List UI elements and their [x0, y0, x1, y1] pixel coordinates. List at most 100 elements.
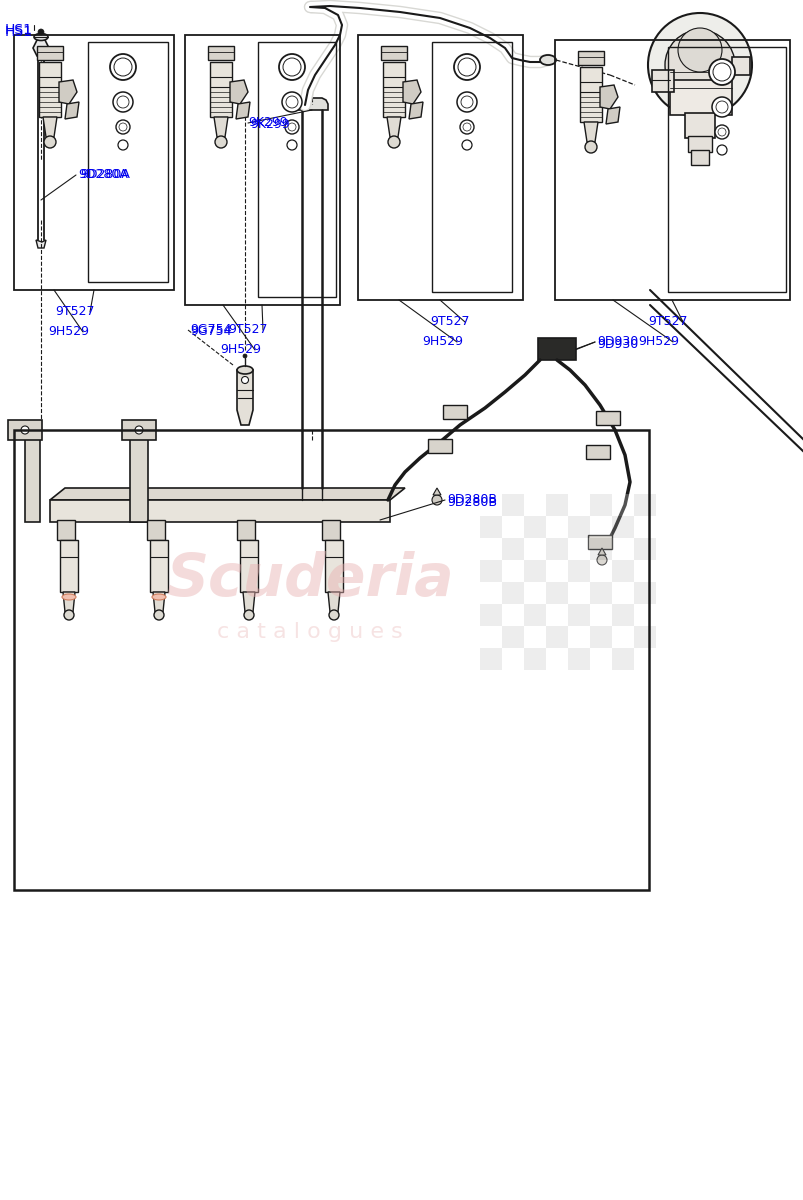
Circle shape [21, 426, 29, 434]
Bar [545, 516, 567, 538]
Circle shape [154, 610, 164, 620]
Bar [479, 582, 501, 604]
Polygon shape [599, 85, 618, 109]
Polygon shape [25, 434, 40, 522]
Text: 9D930: 9D930 [597, 338, 638, 352]
Text: 9T527: 9T527 [55, 306, 95, 318]
Bar [501, 648, 524, 670]
Polygon shape [381, 46, 406, 60]
Polygon shape [328, 592, 340, 612]
Circle shape [286, 96, 298, 108]
Circle shape [460, 96, 472, 108]
Bar [567, 494, 589, 516]
Polygon shape [433, 488, 441, 494]
Text: 9K299: 9K299 [247, 116, 287, 130]
Bar [567, 560, 589, 582]
Bar [611, 538, 634, 560]
Polygon shape [43, 116, 57, 137]
Bar [684, 113, 714, 138]
Bar [611, 516, 634, 538]
Bar [524, 494, 545, 516]
Bar [524, 560, 545, 582]
Bar [567, 604, 589, 626]
Text: 9T527: 9T527 [228, 324, 267, 336]
Circle shape [279, 54, 304, 80]
Bar [501, 560, 524, 582]
Bar [611, 582, 634, 604]
Bar [567, 582, 589, 604]
Bar [545, 494, 567, 516]
Circle shape [241, 377, 248, 384]
Bar [545, 626, 567, 648]
Circle shape [135, 426, 143, 434]
Circle shape [431, 494, 442, 505]
Circle shape [44, 136, 56, 148]
Bar [185, 35, 340, 305]
Bar [634, 626, 655, 648]
Circle shape [677, 28, 721, 72]
Polygon shape [130, 434, 148, 522]
Circle shape [711, 97, 731, 116]
Bar [524, 604, 545, 626]
Polygon shape [50, 500, 389, 522]
Circle shape [597, 554, 606, 565]
Text: 9T527: 9T527 [430, 316, 469, 329]
Bar [427, 439, 451, 452]
Bar [501, 626, 524, 648]
Bar [431, 42, 512, 292]
Bar [57, 520, 75, 540]
Text: 9D280B: 9D280B [446, 497, 496, 510]
Bar [634, 582, 655, 604]
Bar [357, 35, 522, 300]
Polygon shape [65, 102, 79, 119]
Bar [589, 582, 611, 604]
Polygon shape [153, 592, 165, 612]
Circle shape [715, 101, 727, 113]
Circle shape [454, 54, 479, 80]
Bar [651, 70, 673, 92]
Bar [611, 648, 634, 670]
Ellipse shape [34, 34, 48, 41]
Bar [479, 494, 501, 516]
Bar [589, 648, 611, 670]
Circle shape [717, 128, 725, 136]
Polygon shape [579, 67, 601, 122]
Bar [589, 494, 611, 516]
Circle shape [714, 125, 728, 139]
Text: 9G754: 9G754 [190, 325, 231, 338]
Polygon shape [36, 240, 46, 248]
Bar [589, 516, 611, 538]
Bar [595, 410, 619, 425]
Ellipse shape [152, 594, 165, 600]
Polygon shape [409, 102, 422, 119]
Circle shape [287, 122, 296, 131]
Bar [545, 560, 567, 582]
Bar [589, 604, 611, 626]
Circle shape [113, 92, 132, 112]
Bar [687, 136, 711, 152]
Circle shape [388, 136, 400, 148]
Bar [589, 560, 611, 582]
Bar [634, 538, 655, 560]
Bar [14, 35, 173, 290]
Polygon shape [60, 540, 78, 592]
Bar [589, 538, 611, 560]
Bar [237, 520, 255, 540]
Circle shape [647, 13, 751, 116]
Circle shape [110, 54, 136, 80]
Circle shape [116, 120, 130, 134]
Text: Scuderia: Scuderia [166, 552, 453, 608]
Bar [567, 648, 589, 670]
Bar [611, 560, 634, 582]
Bar [611, 604, 634, 626]
Circle shape [585, 140, 597, 152]
Bar [585, 445, 609, 458]
Bar [479, 626, 501, 648]
Ellipse shape [237, 366, 253, 374]
Circle shape [459, 120, 474, 134]
Bar [634, 648, 655, 670]
Text: HS1: HS1 [5, 25, 33, 38]
Text: 9T527: 9T527 [647, 316, 687, 329]
Bar [667, 47, 785, 292]
Bar [147, 520, 165, 540]
